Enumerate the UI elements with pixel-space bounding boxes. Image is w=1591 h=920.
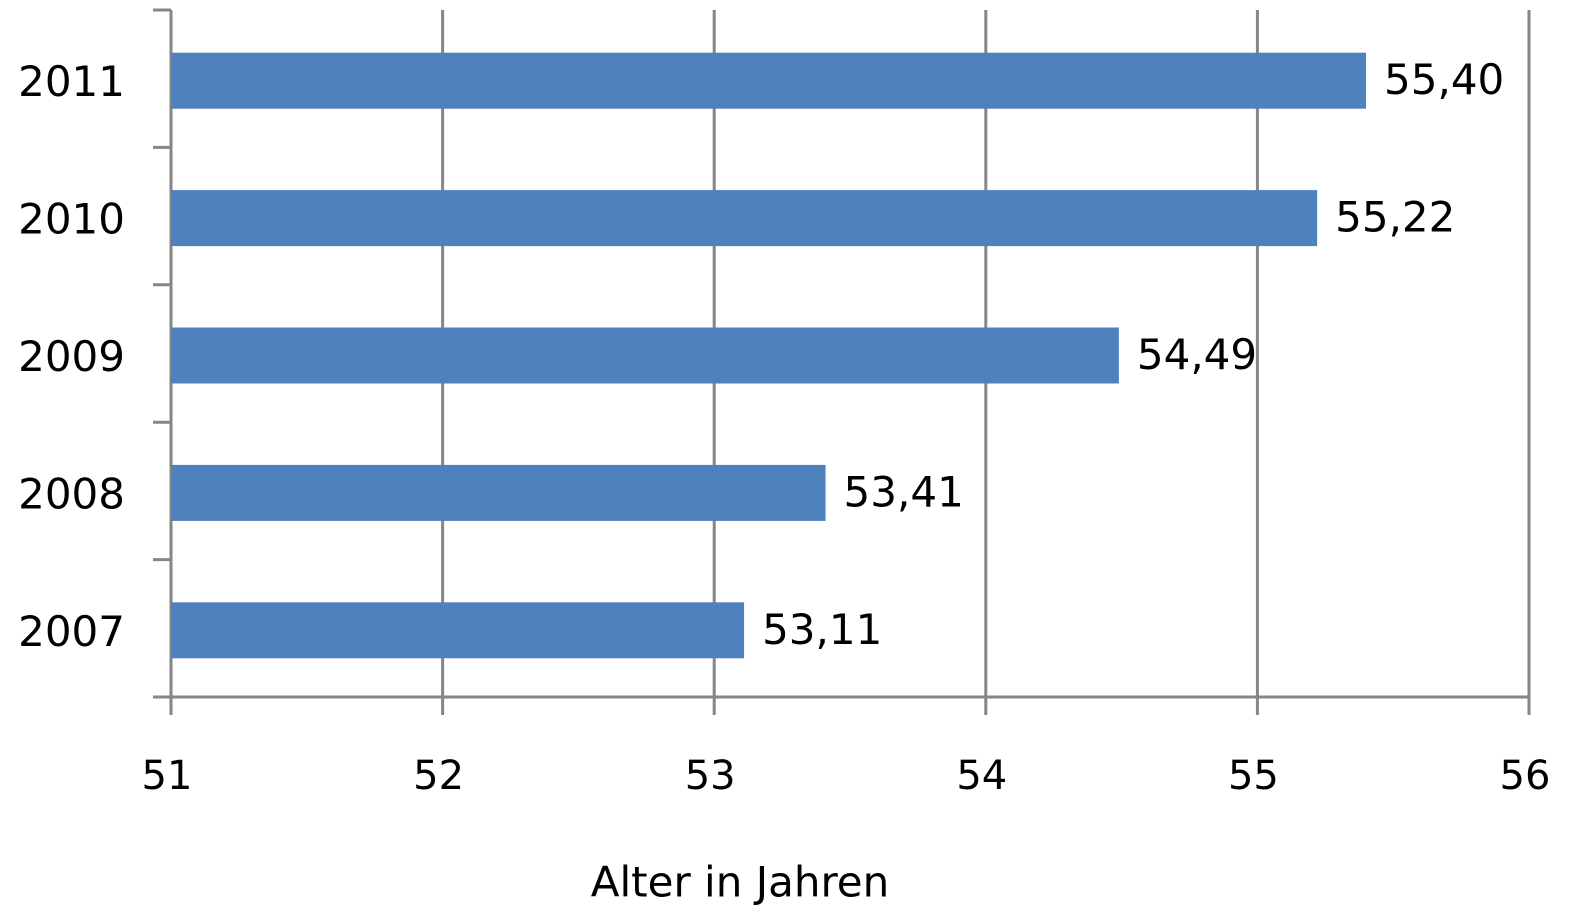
x-tick-label: 56: [1500, 753, 1551, 799]
x-tick-label: 51: [142, 753, 193, 799]
bar: [171, 464, 826, 521]
value-label: 53,11: [762, 605, 882, 654]
x-tick-label: 54: [956, 753, 1007, 799]
bar: [171, 190, 1318, 247]
bar: [171, 52, 1367, 109]
value-label: 55,22: [1335, 193, 1455, 242]
y-tick-label: 2007: [18, 607, 125, 656]
bar: [171, 327, 1119, 384]
x-tick-label: 53: [685, 753, 736, 799]
value-label: 55,40: [1384, 55, 1504, 104]
bar: [171, 602, 745, 659]
y-tick-label: 2008: [18, 469, 125, 518]
value-label: 53,41: [844, 467, 964, 516]
x-tick-label: 55: [1228, 753, 1279, 799]
x-axis-label: Alter in Jahren: [591, 858, 890, 907]
x-tick-label: 52: [413, 753, 464, 799]
y-tick-label: 2010: [18, 195, 125, 244]
y-tick-label: 2009: [18, 332, 125, 381]
y-tick-label: 2011: [18, 57, 125, 106]
value-label: 54,49: [1137, 330, 1257, 379]
